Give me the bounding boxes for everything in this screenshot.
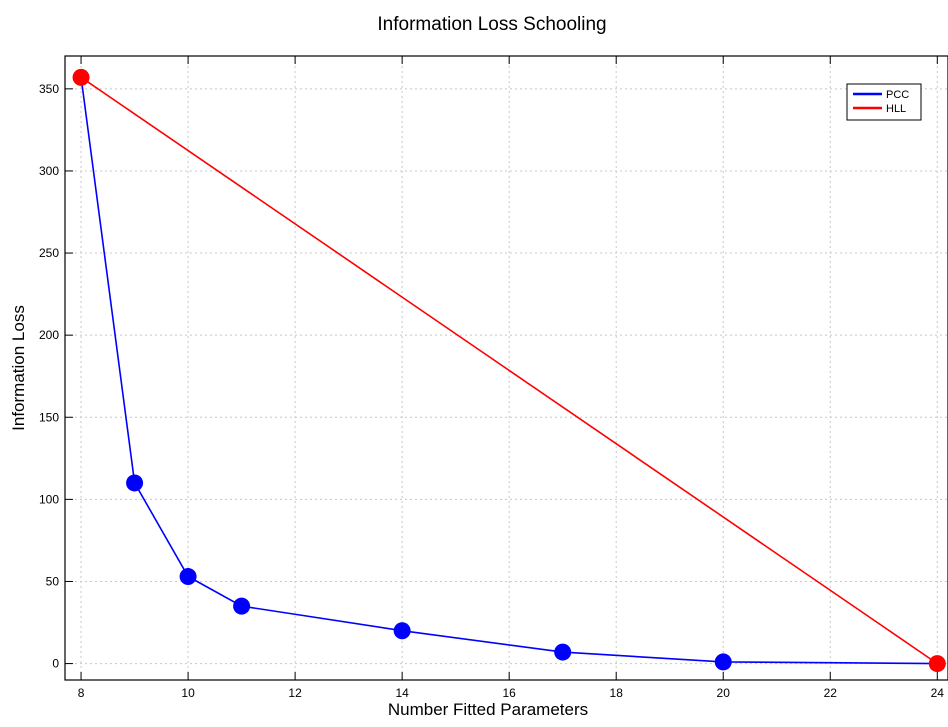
data-point-pcc <box>714 653 732 671</box>
x-tick-label: 16 <box>502 686 516 700</box>
chart-title: Information Loss Schooling <box>377 14 606 35</box>
axis-ticks: 8 10 12 14 16 18 20 22 24 0 50 100 150 200 250 300 350 <box>39 56 944 700</box>
y-tick-label: 250 <box>39 246 59 260</box>
x-tick-label: 24 <box>931 686 945 700</box>
grid <box>65 56 948 680</box>
data-point-hll <box>928 655 946 673</box>
y-tick-label: 0 <box>52 657 59 671</box>
x-axis-label: Number Fitted Parameters <box>388 700 588 719</box>
data-point-pcc <box>393 622 411 640</box>
x-tick-label: 14 <box>395 686 409 700</box>
legend-box <box>846 83 922 121</box>
data-point-hll <box>72 68 90 86</box>
data-point-pcc <box>554 643 572 661</box>
x-tick-label: 12 <box>288 686 302 700</box>
legend-label-hll: HLL <box>886 103 906 115</box>
y-axis-label: Information Loss <box>9 305 28 431</box>
y-tick-label: 300 <box>39 164 59 178</box>
y-tick-label: 350 <box>39 82 59 96</box>
y-tick-label: 150 <box>39 410 59 424</box>
legend-label-pcc: PCC <box>886 89 909 101</box>
x-tick-label: 18 <box>610 686 624 700</box>
legend: PCC HLL <box>846 83 922 121</box>
y-tick-label: 50 <box>46 574 60 588</box>
x-tick-label: 8 <box>78 686 85 700</box>
y-tick-label: 200 <box>39 328 59 342</box>
series-line-pcc <box>80 77 938 665</box>
series-line-hll <box>80 76 938 665</box>
y-tick-label: 100 <box>39 492 59 506</box>
x-tick-label: 20 <box>717 686 731 700</box>
data-point-pcc <box>233 597 251 615</box>
plot-frame <box>64 55 948 681</box>
data-point-pcc <box>126 474 144 492</box>
plot-series <box>72 68 946 673</box>
x-tick-label: 10 <box>181 686 195 700</box>
x-tick-label: 22 <box>824 686 838 700</box>
data-point-pcc <box>179 568 197 586</box>
